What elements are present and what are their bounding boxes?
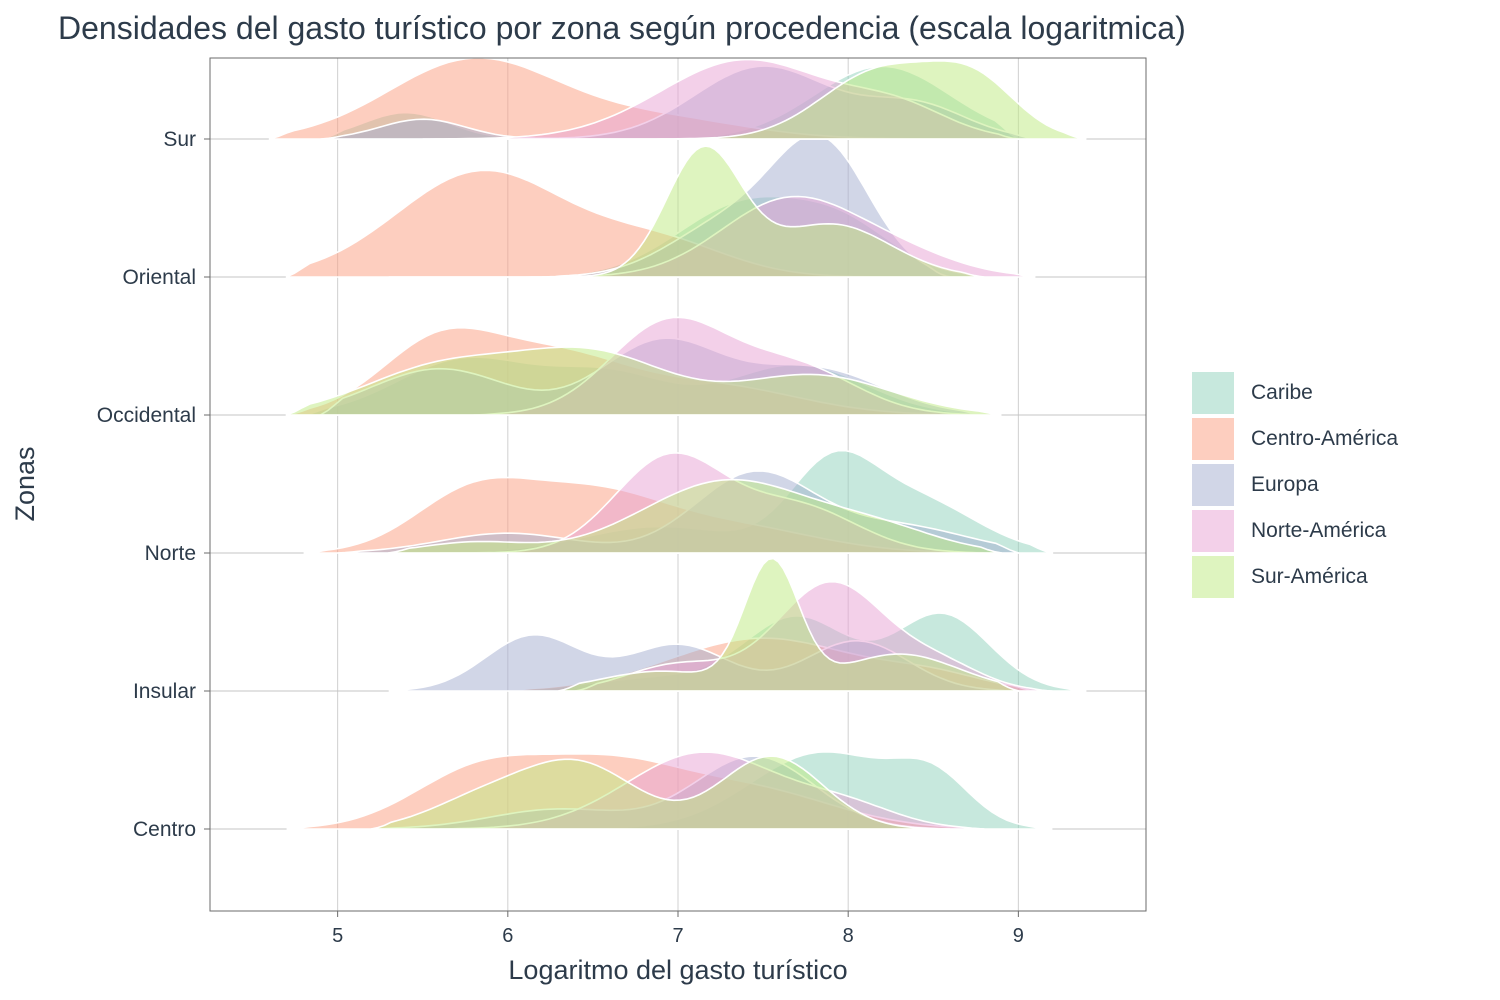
y-axis-title: Zonas [10, 446, 40, 521]
x-tick-label-5: 5 [332, 925, 343, 947]
legend-key-europa [1192, 464, 1234, 506]
density-sur-sur-américa [575, 60, 1087, 140]
legend-item-caribe: Caribe [1192, 370, 1398, 416]
legend-key-sur-américa [1192, 556, 1234, 598]
zone-group-insular [388, 557, 1087, 692]
legend-item-norte-américa: Norte-América [1192, 508, 1398, 554]
density-oriental-sur-américa [558, 145, 985, 278]
x-tick-label-8: 8 [843, 925, 854, 947]
legend-key-caribe [1192, 372, 1234, 414]
density-centro-sur-américa [370, 755, 951, 830]
zone-group-oriental [285, 133, 1036, 278]
legend-label-europa: Europa [1251, 473, 1319, 496]
y-tick-label-insular: Insular [133, 680, 196, 703]
x-tick-label-7: 7 [672, 925, 683, 947]
legend-label-caribe: Caribe [1251, 381, 1313, 404]
density-norte-sur-américa [387, 478, 1003, 554]
legend-key-centro-américa [1192, 418, 1234, 460]
legend-item-sur-américa: Sur-América [1192, 554, 1398, 600]
x-tick-label-6: 6 [502, 925, 513, 947]
zone-group-centro [286, 750, 1053, 830]
axis-layer: 5 6 7 8 9 Centro Insular Norte Occidental Orienta… [97, 57, 1147, 947]
legend-key-norte-américa [1192, 510, 1234, 552]
y-tick-label-centro: Centro [133, 818, 196, 841]
zone-group-occidental [285, 316, 1002, 416]
legend-item-centro-américa: Centro-América [1192, 416, 1398, 462]
y-tick-label-norte: Norte [145, 542, 196, 565]
density-insular-sur-américa [558, 557, 1020, 692]
legend: Caribe Centro-América Europa Norte-América S… [1192, 370, 1398, 600]
legend-label-centro-américa: Centro-América [1251, 427, 1399, 450]
zone-group-norte [303, 449, 1054, 554]
density-occidental-sur-américa [285, 346, 1002, 416]
legend-label-norte-américa: Norte-América [1251, 519, 1387, 542]
y-tick-label-sur: Sur [163, 128, 196, 151]
legend-label-sur-américa: Sur-América [1251, 565, 1368, 588]
x-axis-title: Logaritmo del gasto turístico [508, 955, 847, 985]
legend-item-europa: Europa [1192, 462, 1398, 508]
x-tick-label-9: 9 [1013, 925, 1024, 947]
y-tick-label-oriental: Oriental [122, 266, 196, 289]
density-layer [268, 57, 1087, 830]
chart-title: Densidades del gasto turístico por zona … [58, 10, 1186, 46]
y-tick-label-occidental: Occidental [97, 404, 196, 427]
zone-group-sur [268, 57, 1087, 140]
